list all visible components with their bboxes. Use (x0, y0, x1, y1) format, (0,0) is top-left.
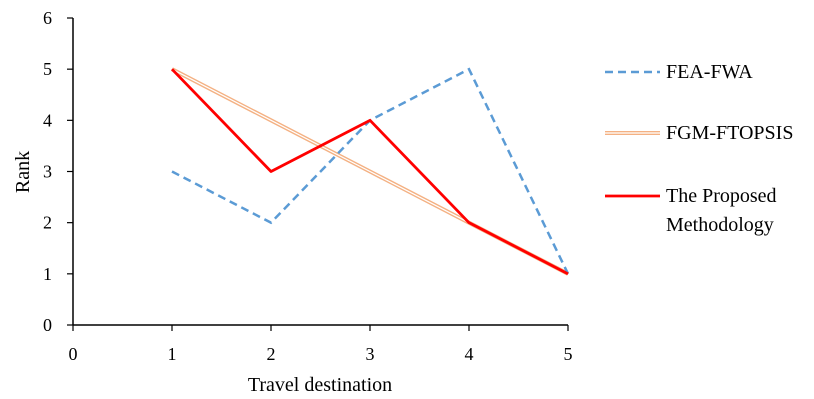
series-line-path (170, 68, 569, 276)
y-axis-title: Rank (12, 151, 34, 193)
legend-label: FEA-FWA (666, 61, 753, 83)
y-tick-label: 2 (43, 213, 52, 233)
x-tick-label: 1 (168, 344, 177, 364)
x-tick-label: 0 (69, 344, 78, 364)
legend-item-1: FGM-FTOPSIS (605, 122, 793, 144)
legend-label: FGM-FTOPSIS (666, 122, 793, 144)
y-tick-label: 1 (43, 264, 52, 284)
y-tick-label: 3 (43, 162, 52, 182)
x-tick-label: 4 (465, 344, 474, 364)
x-axis-title: Travel destination (248, 374, 392, 396)
series-2-line (170, 68, 569, 276)
axis-ticks: 0 1 2 3 4 5 6 0 1 2 3 4 5 (43, 8, 573, 364)
legend-label-line: Methodology (666, 214, 774, 236)
y-tick-label: 5 (43, 59, 52, 79)
legend: FEA-FWA FGM-FTOPSIS The Proposed Methodolog… (605, 61, 793, 236)
x-tick-label: 2 (267, 344, 276, 364)
y-tick-label: 4 (43, 110, 52, 130)
legend-item-0: FEA-FWA (605, 61, 753, 83)
y-tick-label: 6 (43, 8, 52, 28)
legend-item-2: The Proposed Methodology (605, 185, 777, 236)
series-layer (170, 67, 570, 276)
x-tick-label: 5 (564, 344, 573, 364)
y-tick-label: 0 (43, 315, 52, 335)
x-tick-label: 3 (366, 344, 375, 364)
legend-label-line: The Proposed (666, 185, 777, 207)
